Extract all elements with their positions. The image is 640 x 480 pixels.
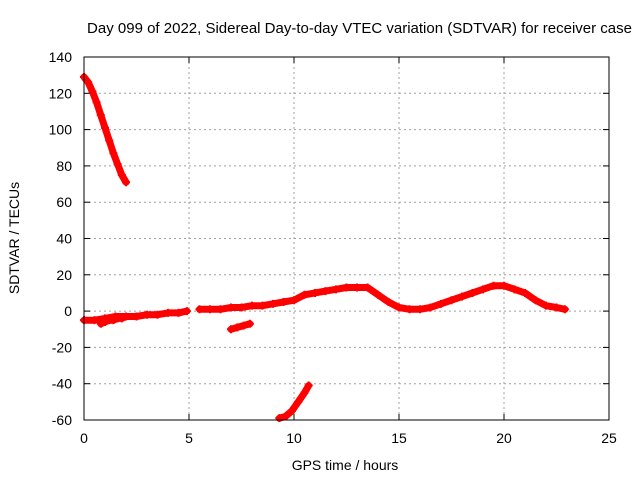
data-point xyxy=(164,308,172,317)
data-point xyxy=(153,310,162,319)
data-point xyxy=(90,316,99,325)
data-point xyxy=(92,98,101,107)
data-point xyxy=(560,305,569,314)
data-point xyxy=(132,312,141,321)
data-point xyxy=(521,288,529,297)
data-point xyxy=(332,285,340,294)
y-tick-label: 120 xyxy=(49,85,73,101)
data-point xyxy=(290,296,298,305)
data-point xyxy=(239,321,248,330)
data-point xyxy=(109,149,118,158)
data-point xyxy=(510,285,519,294)
data-point xyxy=(437,299,445,308)
data-point xyxy=(342,283,351,292)
y-tick-label: -20 xyxy=(52,339,72,355)
y-tick-label: 60 xyxy=(56,194,72,210)
y-tick-label: 40 xyxy=(56,231,72,247)
data-point xyxy=(258,301,267,310)
data-point xyxy=(233,323,242,332)
data-point xyxy=(113,160,122,169)
data-point xyxy=(447,296,456,305)
y-tick-label: 100 xyxy=(49,122,73,138)
data-point xyxy=(84,78,93,87)
data-point xyxy=(384,298,393,307)
x-tick-label: 20 xyxy=(496,430,512,446)
data-point xyxy=(227,325,235,334)
x-axis-label: GPS time / hours xyxy=(292,457,399,473)
data-point xyxy=(117,170,126,179)
x-tick-label: 10 xyxy=(286,430,302,446)
data-point xyxy=(374,290,382,299)
data-point xyxy=(531,296,540,305)
data-point xyxy=(479,285,487,294)
data-point xyxy=(500,281,508,290)
plot-frame xyxy=(83,56,610,421)
data-point xyxy=(182,307,191,316)
x-tick-label: 25 xyxy=(601,430,617,446)
data-point xyxy=(395,303,403,312)
data-point xyxy=(300,388,309,397)
data-point xyxy=(101,317,109,326)
data-point xyxy=(174,308,183,317)
x-tick-label: 15 xyxy=(391,430,407,446)
data-point xyxy=(281,412,290,421)
data-point xyxy=(143,310,151,319)
y-tick-label: 0 xyxy=(64,303,72,319)
data-point xyxy=(542,301,550,310)
data-marks xyxy=(80,72,569,423)
data-point xyxy=(552,303,561,312)
data-point xyxy=(294,397,303,406)
data-point xyxy=(269,299,277,308)
data-point xyxy=(105,136,114,145)
data-point xyxy=(96,111,105,120)
data-point xyxy=(122,312,130,321)
data-point xyxy=(109,316,118,325)
data-point xyxy=(237,303,246,312)
data-point xyxy=(117,314,126,323)
x-tick-label: 0 xyxy=(80,430,88,446)
y-tick-label: 140 xyxy=(49,49,73,65)
data-point xyxy=(468,288,477,297)
data-point xyxy=(287,406,296,415)
data-point xyxy=(363,283,372,292)
data-point xyxy=(304,381,313,390)
y-tick-label: -40 xyxy=(52,376,72,392)
data-point xyxy=(311,288,319,297)
y-tick-label: 20 xyxy=(56,267,72,283)
data-point xyxy=(206,305,214,314)
data-point xyxy=(227,303,235,312)
data-point xyxy=(88,87,97,96)
data-point xyxy=(248,301,256,310)
x-tick-label: 5 xyxy=(185,430,193,446)
axis-ticks: 0 5 10 15 20 25 -60 -40 -20 0 20 40 60 80 100 120 140 xyxy=(49,49,617,446)
data-point xyxy=(216,305,225,314)
y-tick-label: -60 xyxy=(52,412,72,428)
data-point xyxy=(245,319,254,328)
data-point xyxy=(458,292,466,301)
data-point xyxy=(195,305,204,314)
data-point xyxy=(279,298,288,307)
data-point xyxy=(416,305,424,314)
data-point xyxy=(353,283,361,292)
data-point xyxy=(300,290,309,299)
gridlines xyxy=(84,57,609,420)
data-point xyxy=(321,287,330,296)
data-point xyxy=(101,123,109,132)
chart-title: Day 099 of 2022, Sidereal Day-to-day VTE… xyxy=(87,20,632,37)
data-point xyxy=(96,319,105,328)
data-point xyxy=(405,305,414,314)
y-axis-label: SDTVAR / TECUs xyxy=(6,182,22,294)
data-point xyxy=(122,178,130,187)
data-point xyxy=(275,414,284,423)
data-point xyxy=(426,303,435,312)
y-tick-label: 80 xyxy=(56,158,72,174)
data-point xyxy=(489,281,498,290)
